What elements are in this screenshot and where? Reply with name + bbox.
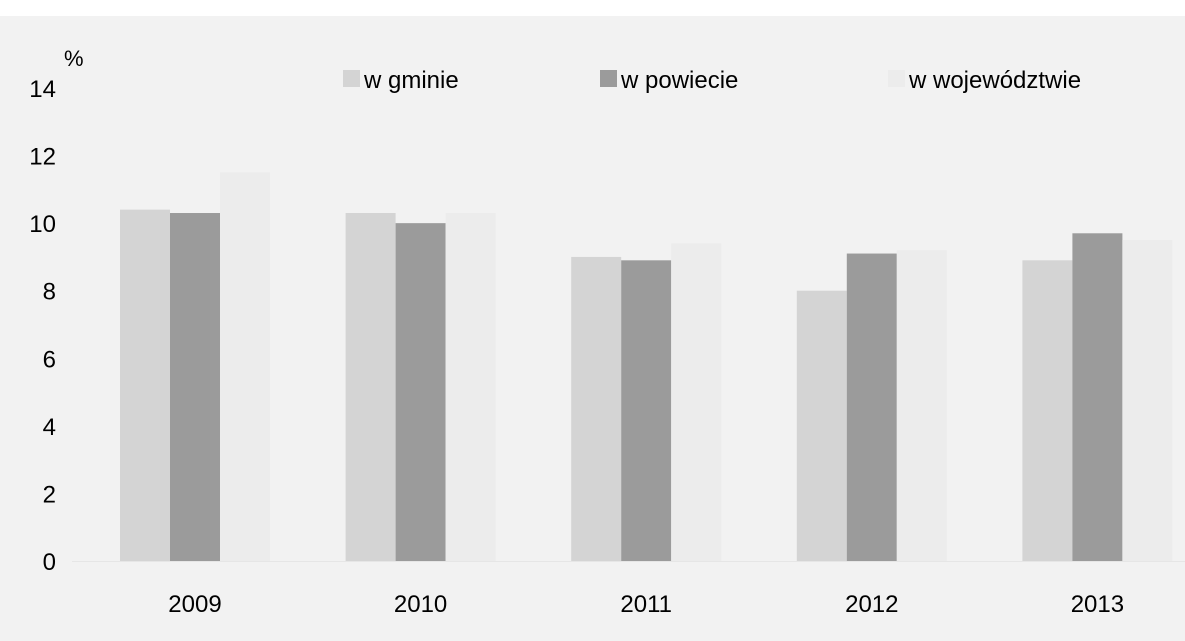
bar-w-powiecie-2013 (1072, 233, 1123, 561)
y-axis-unit-label: % (64, 46, 84, 71)
bar-w-województwie-2009 (220, 172, 270, 561)
x-tick-label: 2009 (168, 591, 221, 618)
x-tick-label: 2011 (620, 591, 672, 618)
y-axis-ticks: 0 2 4 6 8 10 12 14 (29, 76, 56, 576)
x-tick-label: 2010 (394, 591, 447, 618)
legend-swatch (888, 70, 905, 87)
legend-swatch (343, 70, 360, 87)
bars (120, 172, 1173, 562)
bar-w-powiecie-2011 (621, 260, 672, 561)
bar-w-województwie-2011 (671, 243, 722, 561)
bar-w-województwie-2012 (896, 250, 947, 561)
bar-w-województwie-2013 (1122, 240, 1173, 562)
legend-label: w województwie (908, 67, 1081, 94)
x-tick-label: 2013 (1071, 591, 1124, 618)
y-tick-label: 0 (43, 549, 56, 576)
bar-w-gminie-2009 (120, 209, 170, 561)
y-tick-label: 8 (43, 279, 56, 306)
legend: w gminie w powiecie w województwie (343, 67, 1081, 94)
y-tick-label: 4 (43, 414, 56, 441)
legend-label: w powiecie (620, 67, 738, 94)
y-tick-label: 14 (29, 76, 56, 103)
y-tick-label: 6 (43, 346, 56, 373)
bar-w-gminie-2010 (345, 213, 396, 561)
legend-swatch (600, 70, 617, 87)
legend-label: w gminie (363, 67, 459, 94)
y-tick-label: 2 (43, 481, 56, 508)
x-axis-ticks: 2009 2010 2011 2012 2013 (168, 591, 1124, 618)
y-tick-label: 10 (29, 211, 56, 238)
bar-w-województwie-2010 (445, 213, 496, 561)
bar-w-gminie-2012 (796, 290, 847, 561)
bar-w-gminie-2011 (571, 256, 622, 561)
bar-w-powiecie-2012 (846, 253, 897, 562)
bar-w-gminie-2013 (1022, 260, 1073, 561)
x-tick-label: 2012 (845, 591, 898, 618)
y-tick-label: 12 (29, 144, 56, 171)
bar-w-powiecie-2010 (395, 223, 446, 561)
bar-w-powiecie-2009 (170, 213, 220, 561)
